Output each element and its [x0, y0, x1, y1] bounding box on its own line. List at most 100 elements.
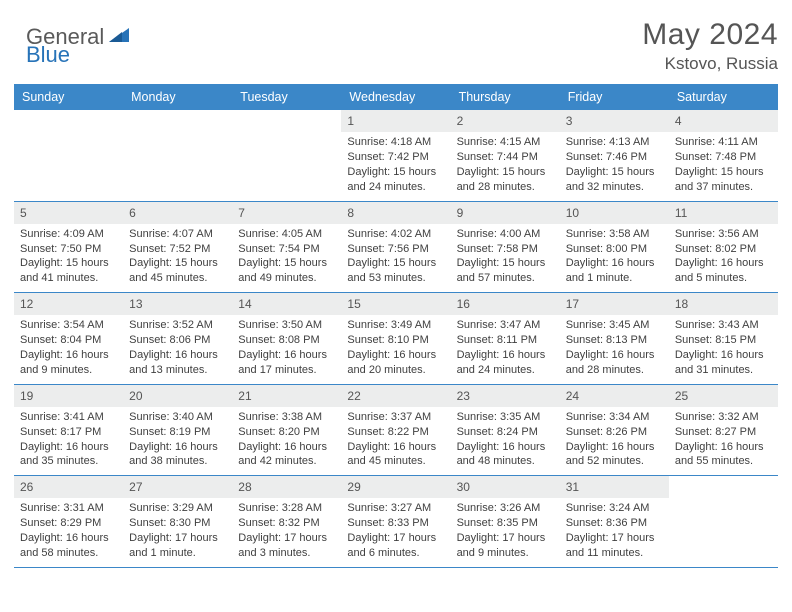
day-number: 16: [451, 293, 560, 315]
day-number: 31: [560, 476, 669, 498]
day-line: Sunrise: 3:26 AM: [457, 501, 554, 516]
day-line: Daylight: 16 hours: [20, 440, 117, 455]
day-number: 15: [341, 293, 450, 315]
day-number: 25: [669, 385, 778, 407]
day-line: Sunset: 8:22 PM: [347, 425, 444, 440]
day-cell: 16Sunrise: 3:47 AMSunset: 8:11 PMDayligh…: [451, 293, 560, 384]
day-number: 24: [560, 385, 669, 407]
day-cell: 17Sunrise: 3:45 AMSunset: 8:13 PMDayligh…: [560, 293, 669, 384]
day-line: Daylight: 15 hours: [566, 165, 663, 180]
day-line: Sunrise: 3:49 AM: [347, 318, 444, 333]
day-number: 7: [232, 202, 341, 224]
day-number: [669, 476, 778, 498]
day-cell: 9Sunrise: 4:00 AMSunset: 7:58 PMDaylight…: [451, 202, 560, 293]
day-cell: 11Sunrise: 3:56 AMSunset: 8:02 PMDayligh…: [669, 202, 778, 293]
day-number: 3: [560, 110, 669, 132]
day-line: Sunrise: 3:41 AM: [20, 410, 117, 425]
day-line: Sunrise: 3:24 AM: [566, 501, 663, 516]
day-line: Sunrise: 3:52 AM: [129, 318, 226, 333]
day-cell: [669, 476, 778, 567]
day-number: 6: [123, 202, 232, 224]
day-number: 8: [341, 202, 450, 224]
day-line: Sunrise: 3:47 AM: [457, 318, 554, 333]
day-line: Sunrise: 3:45 AM: [566, 318, 663, 333]
day-header: Friday: [560, 84, 669, 110]
day-header: Wednesday: [341, 84, 450, 110]
day-cell: 19 Sunrise: 3:41 AMSunset: 8:17 PMDayligh…: [14, 385, 123, 476]
day-number: 1: [341, 110, 450, 132]
day-cell: 8Sunrise: 4:02 AMSunset: 7:56 PMDaylight…: [341, 202, 450, 293]
logo-text-blue: Blue: [26, 42, 70, 67]
day-line: Sunset: 8:11 PM: [457, 333, 554, 348]
day-line: and 45 minutes.: [347, 454, 444, 469]
day-line: Daylight: 16 hours: [238, 440, 335, 455]
day-line: and 11 minutes.: [566, 546, 663, 561]
day-line: Sunset: 8:27 PM: [675, 425, 772, 440]
day-line: and 3 minutes.: [238, 546, 335, 561]
day-cell: 14Sunrise: 3:50 AMSunset: 8:08 PMDayligh…: [232, 293, 341, 384]
day-line: and 49 minutes.: [238, 271, 335, 286]
day-number: 9: [451, 202, 560, 224]
day-cell: 18Sunrise: 3:43 AMSunset: 8:15 PMDayligh…: [669, 293, 778, 384]
day-line: and 31 minutes.: [675, 363, 772, 378]
day-line: and 32 minutes.: [566, 180, 663, 195]
day-number: 12: [14, 293, 123, 315]
month-title: May 2024: [642, 18, 778, 52]
day-line: Daylight: 16 hours: [675, 256, 772, 271]
day-line: Sunset: 8:00 PM: [566, 242, 663, 257]
day-cell: 4Sunrise: 4:11 AMSunset: 7:48 PMDaylight…: [669, 110, 778, 201]
calendar: Sunday Monday Tuesday Wednesday Thursday…: [14, 84, 778, 568]
day-line: Sunset: 8:15 PM: [675, 333, 772, 348]
day-line: Daylight: 16 hours: [566, 440, 663, 455]
day-line: Sunset: 8:30 PM: [129, 516, 226, 531]
day-line: and 13 minutes.: [129, 363, 226, 378]
day-line: and 35 minutes.: [20, 454, 117, 469]
day-number: 19: [14, 385, 123, 407]
day-line: and 58 minutes.: [20, 546, 117, 561]
day-header-row: Sunday Monday Tuesday Wednesday Thursday…: [14, 84, 778, 110]
day-line: and 28 minutes.: [566, 363, 663, 378]
day-number: 28: [232, 476, 341, 498]
day-line: Sunrise: 4:00 AM: [457, 227, 554, 242]
day-cell: 10Sunrise: 3:58 AMSunset: 8:00 PMDayligh…: [560, 202, 669, 293]
day-line: Sunrise: 4:05 AM: [238, 227, 335, 242]
day-line: Sunrise: 3:50 AM: [238, 318, 335, 333]
day-number: [123, 110, 232, 132]
day-number: 27: [123, 476, 232, 498]
day-line: and 9 minutes.: [457, 546, 554, 561]
day-line: Sunset: 8:02 PM: [675, 242, 772, 257]
day-line: Daylight: 15 hours: [347, 256, 444, 271]
day-number: 5: [14, 202, 123, 224]
day-line: Sunset: 8:33 PM: [347, 516, 444, 531]
day-number: 18: [669, 293, 778, 315]
day-line: and 28 minutes.: [457, 180, 554, 195]
day-cell: 5Sunrise: 4:09 AMSunset: 7:50 PMDaylight…: [14, 202, 123, 293]
day-line: Sunset: 8:04 PM: [20, 333, 117, 348]
day-line: Sunset: 7:48 PM: [675, 150, 772, 165]
day-line: and 6 minutes.: [347, 546, 444, 561]
day-line: Daylight: 16 hours: [675, 440, 772, 455]
day-header: Monday: [123, 84, 232, 110]
day-line: and 42 minutes.: [238, 454, 335, 469]
day-line: Sunset: 7:42 PM: [347, 150, 444, 165]
day-number: 29: [341, 476, 450, 498]
day-number: 13: [123, 293, 232, 315]
day-number: 11: [669, 202, 778, 224]
day-line: and 45 minutes.: [129, 271, 226, 286]
day-number: 14: [232, 293, 341, 315]
day-line: Sunset: 7:58 PM: [457, 242, 554, 257]
day-cell: 29Sunrise: 3:27 AMSunset: 8:33 PMDayligh…: [341, 476, 450, 567]
day-line: and 20 minutes.: [347, 363, 444, 378]
logo-text-blue-wrap: Blue: [26, 42, 70, 68]
day-line: Daylight: 16 hours: [129, 348, 226, 363]
day-line: Daylight: 16 hours: [675, 348, 772, 363]
day-line: Sunrise: 4:11 AM: [675, 135, 772, 150]
day-line: Sunset: 7:50 PM: [20, 242, 117, 257]
day-line: and 24 minutes.: [457, 363, 554, 378]
day-cell: 12Sunrise: 3:54 AMSunset: 8:04 PMDayligh…: [14, 293, 123, 384]
day-line: Sunset: 7:56 PM: [347, 242, 444, 257]
day-line: Sunset: 8:17 PM: [20, 425, 117, 440]
day-line: Sunset: 8:19 PM: [129, 425, 226, 440]
day-line: Daylight: 15 hours: [238, 256, 335, 271]
day-line: and 17 minutes.: [238, 363, 335, 378]
